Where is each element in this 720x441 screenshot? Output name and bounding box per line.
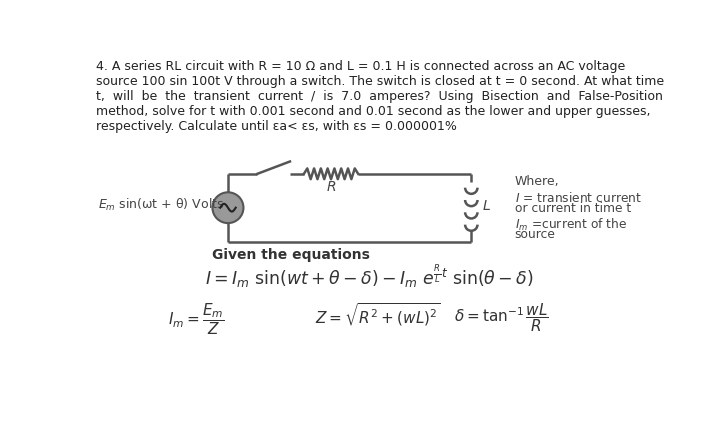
Text: Given the equations: Given the equations [212, 248, 370, 262]
Text: 4. A series RL circuit with R = 10 Ω and L = 0.1 H is connected across an AC vol: 4. A series RL circuit with R = 10 Ω and… [96, 60, 626, 73]
Text: $I$ = transient current: $I$ = transient current [515, 191, 642, 205]
Text: t,  will  be  the  transient  current  /  is  7.0  amperes?  Using  Bisection  a: t, will be the transient current / is 7.… [96, 90, 663, 103]
Text: $R$: $R$ [326, 180, 336, 194]
Text: $\delta = \tan^{-1}\dfrac{wL}{R}$: $\delta = \tan^{-1}\dfrac{wL}{R}$ [454, 302, 549, 334]
Text: $E_m$ sin(ωt + θ) Volts: $E_m$ sin(ωt + θ) Volts [98, 197, 224, 213]
Text: respectively. Calculate until εa< εs, with εs = 0.000001%: respectively. Calculate until εa< εs, wi… [96, 120, 457, 133]
Text: or current in time t: or current in time t [515, 202, 631, 214]
Text: $Z = \sqrt{R^2 + (wL)^2}$: $Z = \sqrt{R^2 + (wL)^2}$ [315, 302, 441, 329]
Text: $I = I_m\ \mathrm{sin}(wt + \theta - \delta) - I_m\ e^{\frac{R}{L}t}\ \mathrm{si: $I = I_m\ \mathrm{sin}(wt + \theta - \de… [204, 263, 534, 290]
Text: source: source [515, 228, 556, 241]
Text: $I_m = \dfrac{E_m}{Z}$: $I_m = \dfrac{E_m}{Z}$ [168, 302, 224, 337]
Text: source 100 sin 100t V through a switch. The switch is closed at t = 0 second. At: source 100 sin 100t V through a switch. … [96, 75, 665, 88]
Text: $I_m$ =current of the: $I_m$ =current of the [515, 217, 627, 233]
Text: method, solve for t with 0.001 second and 0.01 second as the lower and upper gue: method, solve for t with 0.001 second an… [96, 105, 651, 118]
Text: Where,: Where, [515, 176, 559, 188]
Text: $L$: $L$ [482, 199, 491, 213]
Circle shape [212, 192, 243, 223]
